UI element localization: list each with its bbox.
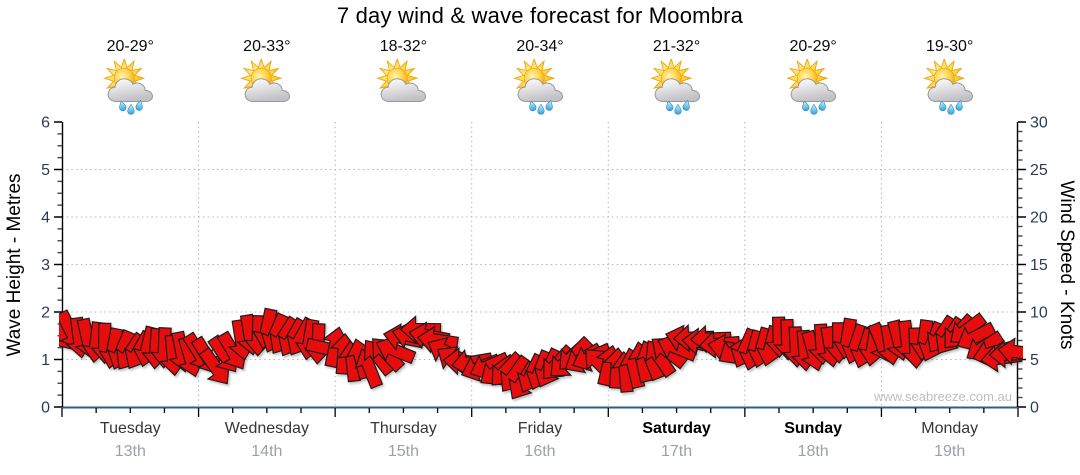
weather-icon-sun-cloud-rain: [513, 59, 563, 115]
weather-icon-sun-cloud: [377, 59, 427, 102]
y-right-tick-label: 5: [1030, 352, 1039, 369]
day-date-label: 19th: [934, 443, 966, 460]
y-left-tick-label: 2: [41, 305, 50, 322]
day-name-label: Friday: [517, 420, 563, 437]
y-right-tick-label: 30: [1030, 115, 1048, 132]
day-date-label: 17th: [660, 443, 693, 460]
y-left-axis-title: Wave Height - Metres: [4, 173, 25, 356]
day-temp-range: 18-32°: [379, 38, 428, 55]
day-date-label: 14th: [251, 443, 283, 460]
gridlines: [62, 122, 1018, 407]
wind-arrow-series: [59, 307, 1023, 400]
y-left-tick-label: 0: [41, 400, 50, 417]
day-name-label: Monday: [921, 420, 979, 437]
y-left-tick-label: 6: [41, 115, 50, 132]
y-left-tick-label: 3: [41, 257, 50, 274]
day-temp-range: 19-30°: [926, 38, 974, 55]
day-name-label: Saturday: [642, 420, 711, 437]
day-date-label: 16th: [524, 443, 556, 460]
day-temp-range: 20-29°: [789, 38, 837, 55]
weather-icon-sun-cloud-rain: [787, 59, 837, 115]
day-date-label: 13th: [114, 443, 146, 460]
day-date-label: 15th: [387, 443, 419, 460]
y-right-axis-title: Wind Speed - Knots: [1056, 181, 1077, 350]
y-left-tick-label: 4: [41, 210, 50, 227]
day-name-label: Sunday: [784, 420, 843, 437]
day-name-label: Thursday: [370, 420, 437, 437]
y-right-tick-label: 25: [1030, 162, 1048, 179]
weather-icon-sun-cloud-rain: [104, 59, 154, 115]
day-name-label: Tuesday: [99, 420, 161, 437]
weather-icon-sun-cloud-rain: [650, 59, 700, 115]
day-name-label: Wednesday: [224, 420, 309, 437]
weather-icon-sun-cloud: [240, 59, 290, 102]
y-left-tick-label: 1: [41, 352, 50, 369]
day-temp-range: 20-29°: [106, 38, 154, 55]
y-right-tick-label: 20: [1030, 210, 1048, 227]
y-right-tick-label: 10: [1030, 305, 1048, 322]
axes: 0 1 2 3 4 5 6 0 5 10 15 20 25 30: [41, 115, 1048, 417]
day-temp-range: 21-32°: [652, 38, 701, 55]
chart-title: 7 day wind & wave forecast for Moombra: [336, 3, 744, 28]
day-date-label: 18th: [797, 443, 829, 460]
y-right-tick-label: 15: [1030, 257, 1048, 274]
weather-icon-sun-cloud-rain: [923, 59, 973, 115]
wind-arrow: [997, 337, 1023, 366]
day-temp-range: 20-34°: [516, 38, 564, 55]
day-temp-range: 20-33°: [243, 38, 291, 55]
y-left-tick-label: 5: [41, 162, 50, 179]
watermark: www.seabreeze.com.au: [873, 389, 1012, 404]
y-right-tick-label: 0: [1030, 400, 1039, 417]
